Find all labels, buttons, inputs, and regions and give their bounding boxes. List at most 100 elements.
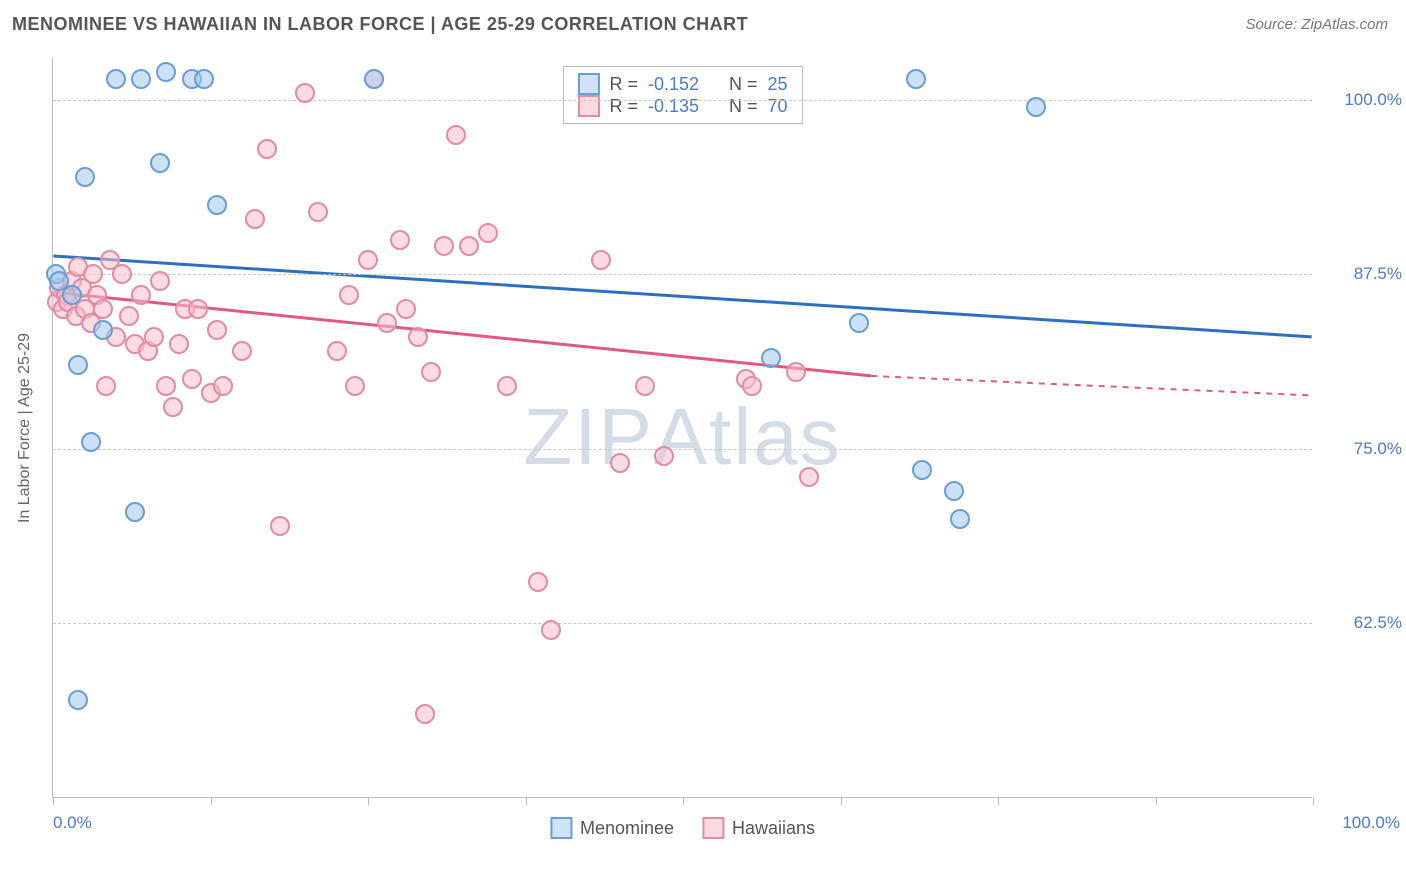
gridline <box>53 274 1312 275</box>
hawaiians-point <box>415 704 435 724</box>
hawaiians-point <box>131 285 151 305</box>
x-tick <box>1156 797 1157 805</box>
menominee-point <box>761 348 781 368</box>
hawaiians-point <box>528 572 548 592</box>
stat-label: R = <box>609 74 638 95</box>
legend-stats: R = -0.152N = 25R = -0.135N = 70 <box>562 66 802 124</box>
menominee-point <box>68 690 88 710</box>
hawaiians-point <box>188 299 208 319</box>
menominee-point <box>849 313 869 333</box>
plot-area: ZIPAtlas R = -0.152N = 25R = -0.135N = 7… <box>52 58 1312 798</box>
hawaiians-point <box>377 313 397 333</box>
watermark: ZIPAtlas <box>523 391 841 483</box>
chart-container: ZIPAtlas R = -0.152N = 25R = -0.135N = 7… <box>12 52 1398 882</box>
hawaiians-point <box>345 376 365 396</box>
hawaiians-point <box>459 236 479 256</box>
hawaiians-point <box>257 139 277 159</box>
hawaiians-point <box>112 264 132 284</box>
hawaiians-point <box>182 369 202 389</box>
y-tick-label: 87.5% <box>1322 264 1402 284</box>
menominee-point <box>364 69 384 89</box>
chart-title: MENOMINEE VS HAWAIIAN IN LABOR FORCE | A… <box>12 14 748 35</box>
hawaiians-swatch-icon <box>702 817 724 839</box>
hawaiians-point <box>396 299 416 319</box>
menominee-point <box>150 153 170 173</box>
x-tick <box>368 797 369 805</box>
y-axis-label: In Labor Force | Age 25-29 <box>16 332 34 522</box>
x-tick <box>1313 797 1314 805</box>
menominee-point <box>1026 97 1046 117</box>
x-tick <box>53 797 54 805</box>
x-tick <box>998 797 999 805</box>
stat-label: N = <box>729 74 758 95</box>
x-tick <box>211 797 212 805</box>
hawaiians-point <box>270 516 290 536</box>
hawaiians-point <box>339 285 359 305</box>
n-value: 70 <box>768 96 788 117</box>
menominee-point <box>950 509 970 529</box>
menominee-point <box>81 432 101 452</box>
menominee-point <box>156 62 176 82</box>
hawaiians-point <box>96 376 116 396</box>
legend-item: Hawaiians <box>702 817 815 839</box>
hawaiians-point <box>213 376 233 396</box>
hawaiians-point <box>245 209 265 229</box>
hawaiians-point <box>93 299 113 319</box>
hawaiians-point <box>434 236 454 256</box>
hawaiians-point <box>421 362 441 382</box>
hawaiians-point <box>408 327 428 347</box>
hawaiians-point <box>654 446 674 466</box>
hawaiians-point <box>232 341 252 361</box>
hawaiians-point <box>591 250 611 270</box>
gridline <box>53 449 1312 450</box>
gridline <box>53 100 1312 101</box>
legend-series: Menominee Hawaiians <box>550 817 815 839</box>
legend-stats-row: R = -0.135 N = 70 <box>577 95 787 117</box>
r-value: -0.152 <box>648 74 699 95</box>
hawaiians-point <box>446 125 466 145</box>
y-tick-label: 100.0% <box>1322 90 1402 110</box>
hawaiians-point <box>541 620 561 640</box>
hawaiians-point <box>799 467 819 487</box>
hawaiians-point <box>327 341 347 361</box>
hawaiians-point <box>610 453 630 473</box>
menominee-point <box>207 195 227 215</box>
menominee-point <box>131 69 151 89</box>
x-tick-label: 100.0% <box>1342 813 1400 833</box>
x-tick <box>683 797 684 805</box>
x-tick-label: 0.0% <box>53 813 92 833</box>
hawaiians-point <box>478 223 498 243</box>
r-value: -0.135 <box>648 96 699 117</box>
y-tick-label: 75.0% <box>1322 439 1402 459</box>
menominee-swatch-icon <box>577 73 599 95</box>
stat-label: R = <box>609 96 638 117</box>
legend-stats-row: R = -0.152N = 25 <box>577 73 787 95</box>
menominee-point <box>106 69 126 89</box>
hawaiians-point <box>163 397 183 417</box>
menominee-point <box>912 460 932 480</box>
hawaiians-point <box>635 376 655 396</box>
legend-label: Menominee <box>580 818 674 839</box>
hawaiians-point <box>119 306 139 326</box>
x-tick <box>526 797 527 805</box>
menominee-swatch-icon <box>550 817 572 839</box>
legend-label: Hawaiians <box>732 818 815 839</box>
source-attribution: Source: ZipAtlas.com <box>1245 16 1388 33</box>
regression-lines <box>53 58 1312 797</box>
gridline <box>53 623 1312 624</box>
hawaiians-point <box>207 320 227 340</box>
hawaiians-point <box>497 376 517 396</box>
hawaiians-point <box>308 202 328 222</box>
hawaiians-point <box>786 362 806 382</box>
hawaiians-point <box>390 230 410 250</box>
hawaiians-swatch-icon <box>577 95 599 117</box>
menominee-point <box>75 167 95 187</box>
hawaiians-point <box>156 376 176 396</box>
x-tick <box>841 797 842 805</box>
hawaiians-point <box>169 334 189 354</box>
menominee-point <box>906 69 926 89</box>
hawaiians-point <box>295 83 315 103</box>
menominee-point <box>125 502 145 522</box>
stat-label: N = <box>729 96 758 117</box>
y-tick-label: 62.5% <box>1322 613 1402 633</box>
